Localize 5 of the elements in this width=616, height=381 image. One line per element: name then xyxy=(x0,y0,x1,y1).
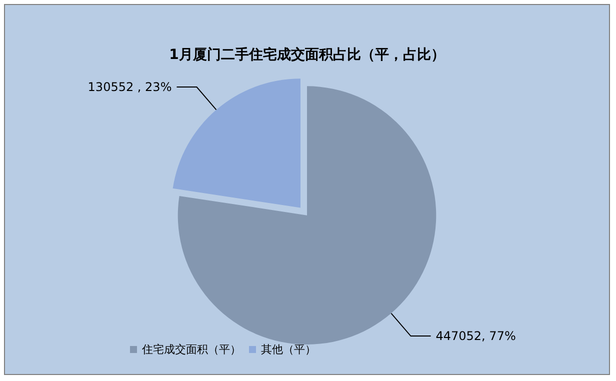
legend-label: 其他（平） xyxy=(261,343,316,356)
data-label: 130552 , 23% xyxy=(88,80,172,94)
legend-label: 住宅成交面积（平） xyxy=(142,343,241,356)
chart-title: 1月厦门二手住宅成交面积占比（平，占比） xyxy=(169,46,445,63)
data-label: 447052, 77% xyxy=(436,329,516,344)
